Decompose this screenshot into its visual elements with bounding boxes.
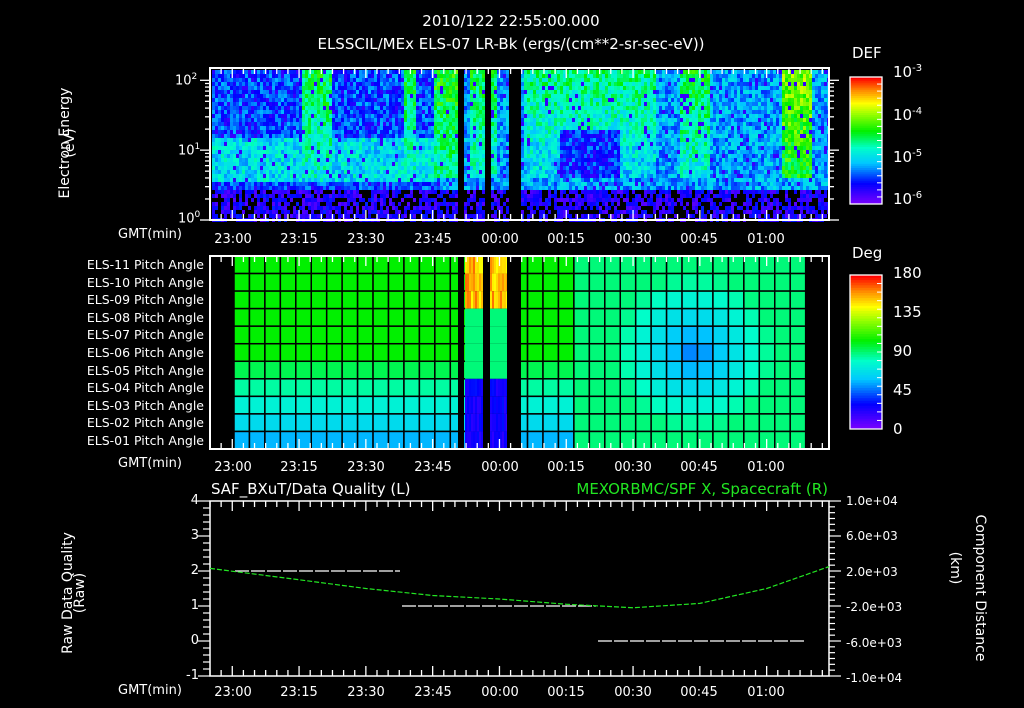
ytick-1e1: 101 — [178, 142, 201, 159]
deg-tick-45: 45 — [893, 381, 913, 399]
pitch-angle-row-label: ELS-08 Pitch Angle — [86, 309, 204, 325]
deg-colorbar-title: Deg — [852, 244, 883, 262]
panel3-left-title: SAF_BXuT/Data Quality (L) — [211, 480, 411, 498]
left-y-tick-label: 3 — [190, 528, 199, 543]
x-tick-label: 00:00 — [481, 232, 519, 247]
right-y-tick-label: 6.0e+03 — [846, 529, 898, 544]
right-y-tick-label: 1.0e+04 — [846, 494, 898, 508]
pitch-angle-row-label: ELS-10 Pitch Angle — [86, 274, 204, 290]
deg-tick-90: 90 — [893, 342, 913, 360]
panel3-yunit-left: (Raw) — [72, 572, 88, 614]
deg-tick-180: 180 — [893, 264, 922, 282]
panel1-yunit: (eV) — [62, 128, 78, 158]
x-tick-label: 23:00 — [214, 232, 252, 247]
x-tick-label: 00:45 — [680, 685, 718, 700]
x-tick-label: 00:00 — [481, 685, 519, 700]
right-y-tick-label: -2.0e+03 — [846, 600, 903, 615]
x-tick-label: 01:00 — [747, 685, 785, 700]
def-tick-1e-3: 10-3 — [893, 63, 923, 81]
ytick-1e0: 100 — [178, 210, 201, 227]
pitch-angle-row-label: ELS-05 Pitch Angle — [86, 362, 204, 378]
x-tick-label: 23:15 — [280, 232, 318, 247]
x-tick-label: 00:00 — [481, 460, 519, 475]
x-tick-label: 23:45 — [414, 232, 452, 247]
x-tick-label: 00:30 — [614, 460, 652, 475]
right-y-tick-label: -1.0e+04 — [846, 671, 903, 685]
pitch-angle-row-label: ELS-02 Pitch Angle — [86, 415, 204, 431]
panel3-ylabel-right: Component Distance — [972, 514, 988, 662]
panel1-xlabel: GMT(min) — [118, 227, 182, 242]
pitch-angle-row-label: ELS-04 Pitch Angle — [86, 380, 204, 396]
x-tick-label: 00:45 — [680, 460, 718, 475]
x-tick-label: 01:00 — [747, 460, 785, 475]
x-tick-label: 00:15 — [547, 460, 585, 475]
deg-tick-135: 135 — [893, 303, 922, 321]
panel3-right-title: MEXORBMC/SPF X, Spacecraft (R) — [576, 480, 828, 498]
x-tick-label: 23:00 — [214, 460, 252, 475]
pitch-angle-row-label: ELS-01 Pitch Angle — [86, 433, 204, 448]
def-tick-1e-5: 10-5 — [893, 148, 923, 166]
x-tick-label: 23:30 — [347, 232, 385, 247]
pitch-angle-row-label: ELS-07 Pitch Angle — [86, 327, 204, 343]
timestamp-title: 2010/122 22:55:00.000 — [422, 12, 600, 30]
panel3-xlabel: GMT(min) — [118, 683, 182, 698]
x-tick-label: 23:15 — [280, 460, 318, 475]
x-tick-label: 00:45 — [680, 232, 718, 247]
x-tick-label: 23:00 — [214, 685, 252, 700]
def-tick-1e-6: 10-6 — [893, 190, 923, 208]
x-tick-label: 23:45 — [414, 460, 452, 475]
x-tick-label: 00:15 — [547, 685, 585, 700]
right-y-tick-label: -6.0e+03 — [846, 635, 903, 650]
panel1-title: ELSSCIL/MEx ELS-07 LR-Bk (ergs/(cm**2-sr… — [317, 35, 705, 53]
pitch-angle-row-label: ELS-09 Pitch Angle — [86, 292, 204, 308]
x-tick-label: 00:30 — [614, 685, 652, 700]
x-tick-label: 23:30 — [347, 460, 385, 475]
deg-tick-0: 0 — [893, 420, 903, 438]
left-y-tick-label: 2 — [190, 563, 199, 578]
def-colorbar-title: DEF — [852, 44, 882, 62]
left-y-tick-label: -1 — [186, 668, 199, 683]
x-tick-label: 00:30 — [614, 232, 652, 247]
pitch-angle-row-label: ELS-11 Pitch Angle — [86, 257, 204, 272]
panel2-xlabel: GMT(min) — [118, 456, 182, 471]
x-tick-label: 01:00 — [747, 232, 785, 247]
left-y-tick-label: 0 — [190, 633, 199, 648]
def-tick-1e-4: 10-4 — [893, 106, 923, 124]
right-y-tick-label: 2.0e+03 — [846, 564, 898, 579]
x-tick-label: 23:45 — [414, 685, 452, 700]
pitch-angle-row-label: ELS-06 Pitch Angle — [86, 345, 204, 360]
ytick-1e2: 102 — [175, 72, 198, 89]
left-y-tick-label: 1 — [190, 598, 199, 613]
pitch-angle-row-label: ELS-03 Pitch Angle — [86, 397, 204, 413]
x-tick-label: 23:30 — [347, 685, 385, 700]
left-y-tick-label: 4 — [190, 493, 199, 508]
panel3-yunit-right: (km) — [947, 551, 963, 585]
x-tick-label: 00:15 — [547, 232, 585, 247]
x-tick-label: 23:15 — [280, 685, 318, 700]
